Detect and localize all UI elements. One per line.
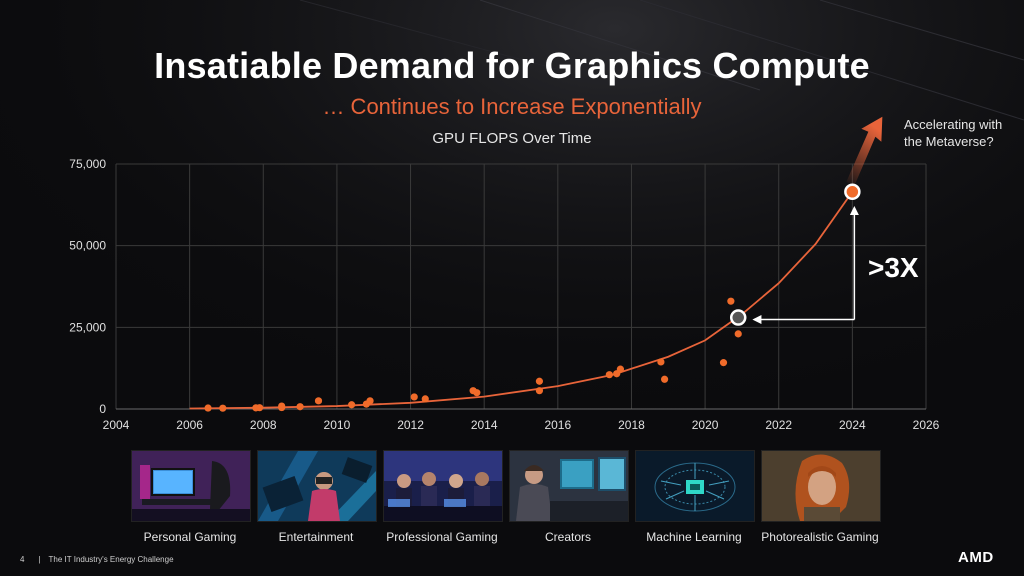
data-point (535, 387, 544, 395)
tile-professional-gaming: Professional Gaming (383, 450, 503, 544)
data-point (296, 403, 304, 411)
data-point (734, 330, 742, 338)
tile-label: Professional Gaming (386, 530, 498, 544)
tile-label: Creators (544, 530, 591, 544)
x-tick-label: 2004 (103, 418, 130, 432)
metaverse-callout: Accelerating with the Metaverse? (904, 117, 1003, 149)
slide-footer: 4 | The IT Industry's Energy Challenge (20, 555, 174, 564)
data-point (219, 404, 227, 412)
data-point (657, 358, 665, 366)
use-case-tiles: Personal Gaming Entertainment (131, 450, 891, 545)
tile-photorealistic-gaming: Photorealistic Gaming (761, 450, 881, 544)
data-point (605, 371, 613, 379)
highlight-point (729, 309, 747, 326)
data-point (535, 377, 544, 385)
x-tick-label: 2006 (176, 418, 203, 432)
data-point (616, 365, 625, 373)
tile-entertainment: Entertainment (257, 450, 377, 544)
footer-text: The IT Industry's Energy Challenge (48, 555, 174, 564)
chart-title: GPU FLOPS Over Time (432, 130, 592, 147)
x-tick-label: 2016 (544, 418, 571, 432)
tile-label: Entertainment (278, 530, 354, 544)
x-tick-label: 2008 (250, 418, 277, 432)
tile-label: Photorealistic Gaming (761, 530, 879, 544)
x-tick-label: 2024 (839, 418, 866, 432)
tile-machine-learning: Machine Learning (635, 450, 755, 544)
y-tick-label: 25,000 (69, 320, 106, 334)
gaming-desk-image (131, 450, 251, 522)
slide-title: Insatiable Demand for Graphics Compute (154, 45, 870, 86)
x-tick-label: 2022 (765, 418, 792, 432)
slide-subtitle: … Continues to Increase Exponentially (322, 94, 702, 119)
vr-entertainment-image (257, 450, 377, 522)
creator-workstation-image (509, 450, 629, 522)
game-character-image (761, 450, 881, 522)
x-tick-label: 2018 (618, 418, 645, 432)
data-point (719, 359, 728, 367)
x-tick-label: 2020 (692, 418, 719, 432)
tile-creators: Creators (509, 450, 629, 544)
ai-brain-chip-image (635, 450, 755, 522)
amd-logo: AMD (958, 549, 994, 566)
tile-label: Machine Learning (646, 530, 742, 544)
target-point (844, 183, 861, 201)
x-tick-label: 2014 (471, 418, 498, 432)
esports-image (383, 450, 503, 522)
x-tick-label: 2026 (913, 418, 940, 432)
multiplier-label: >3X (868, 252, 919, 283)
data-point (473, 389, 481, 397)
data-point (366, 397, 374, 405)
y-tick-label: 75,000 (69, 157, 106, 171)
y-tick-label: 0 (99, 402, 106, 416)
data-point (410, 393, 418, 401)
data-point (204, 404, 212, 412)
page-number: 4 (20, 555, 25, 564)
y-tick-label: 50,000 (69, 239, 106, 253)
footer-separator: | (38, 555, 41, 564)
data-point (314, 397, 323, 405)
tile-label: Personal Gaming (143, 530, 237, 544)
data-point (255, 404, 264, 412)
trend-curve (189, 191, 854, 410)
data-point (348, 401, 356, 409)
data-point (278, 403, 286, 412)
x-tick-label: 2010 (324, 418, 351, 432)
tile-personal-gaming: Personal Gaming (131, 450, 251, 544)
data-point (727, 297, 735, 305)
x-tick-label: 2012 (397, 418, 424, 432)
data-point (660, 375, 669, 383)
data-point (421, 395, 429, 403)
acceleration-arrow (846, 116, 883, 186)
